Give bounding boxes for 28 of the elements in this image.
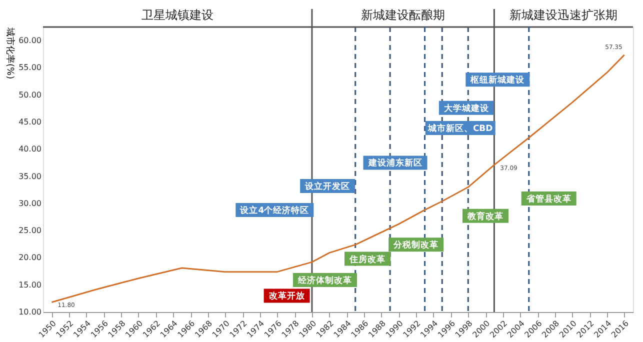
annotation: 住房改革 — [348, 254, 386, 265]
y-tick-label: 10.00 — [18, 308, 42, 316]
annotation: 分税制改革 — [392, 240, 439, 251]
text: 新城建设酝酿期 — [361, 8, 446, 22]
y-tick-label: 60.00 — [18, 36, 42, 46]
y-tick-label: 20.00 — [18, 253, 42, 262]
y-axis-title: 城市化率(%) — [4, 26, 16, 80]
y-tick-label: 30.00 — [18, 198, 42, 208]
annotation: 设立开发区 — [304, 181, 350, 192]
y-tick-label: 50.00 — [18, 90, 42, 100]
annotation: 枢纽新城建设 — [470, 74, 526, 86]
annotation: 省管县改革 — [525, 194, 572, 205]
annotation: 经济体制改革 — [296, 274, 352, 286]
annotation: 改革开放 — [268, 290, 306, 302]
line-series — [50, 54, 626, 303]
annotation: 建设浦东新区 — [367, 158, 422, 169]
y-tick-label: 40.00 — [18, 144, 42, 154]
text: 新城建设迅速扩张期 — [510, 8, 618, 22]
text: 卫星城镇建设 — [141, 8, 214, 22]
annotation: 教育改革 — [466, 210, 504, 222]
y-tick-label: 15.00 — [18, 280, 42, 290]
annotation: 城市新区、CBD — [426, 122, 493, 134]
annotation: 设立4个经济特区 — [239, 204, 310, 216]
y-tick-label: 55.00 — [18, 63, 42, 72]
annotation: 大学城建设 — [444, 102, 490, 114]
y-tick-label: 25.00 — [18, 226, 42, 236]
y-tick-label: 35.00 — [18, 172, 42, 181]
y-tick-label: 45.00 — [18, 118, 42, 126]
